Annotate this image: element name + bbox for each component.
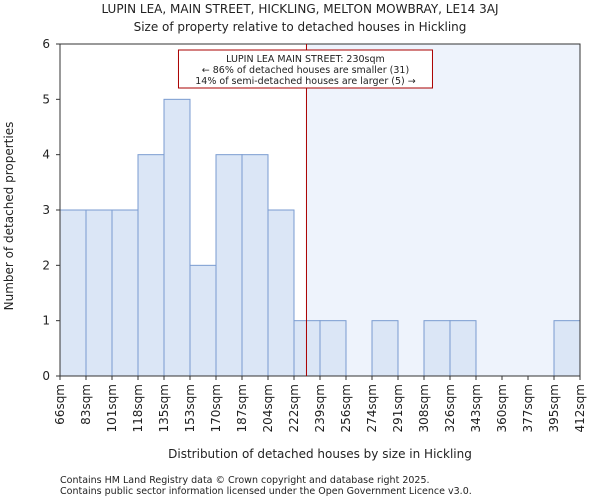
bar-308sqm: [423, 320, 451, 377]
x-tick-label-395sqm: 395sqm: [547, 384, 561, 432]
footer-line-1: Contains HM Land Registry data © Crown c…: [60, 475, 430, 486]
bar-153sqm: [189, 264, 217, 377]
y-tick-label-5: 5: [42, 92, 50, 106]
bar-274sqm: [371, 320, 399, 377]
x-tick-label-83sqm: 83sqm: [79, 384, 93, 425]
x-tick-label-135sqm: 135sqm: [157, 384, 171, 432]
bar-187sqm: [241, 154, 269, 377]
x-tick-label-291sqm: 291sqm: [391, 384, 405, 432]
chart-subtitle: Size of property relative to detached ho…: [134, 20, 467, 34]
bar-326sqm: [449, 320, 477, 377]
x-tick-label-343sqm: 343sqm: [469, 384, 483, 432]
plot-area: 0 1 2 3 4 5 6 66sqm 83sqm 101sqm 118sqm 135sqm 153sq…: [42, 37, 587, 432]
annotation-box: [177, 49, 433, 89]
x-tick-label-222sqm: 222sqm: [287, 384, 301, 432]
x-tick-label-204sqm: 204sqm: [261, 384, 275, 432]
bar-170sqm: [215, 154, 243, 377]
x-tick-label-360sqm: 360sqm: [495, 384, 509, 432]
y-tick-label-4: 4: [42, 148, 50, 162]
bar-222sqm: [293, 320, 321, 377]
x-tick-label-256sqm: 256sqm: [339, 384, 353, 432]
x-tick-label-274sqm: 274sqm: [365, 384, 379, 432]
chart-title: LUPIN LEA, MAIN STREET, HICKLING, MELTON…: [101, 2, 498, 16]
x-tick-label-326sqm: 326sqm: [443, 384, 457, 432]
y-tick-label-0: 0: [42, 369, 50, 383]
bar-204sqm: [267, 209, 295, 377]
annotation-line-3: 14% of semi-detached houses are larger (…: [195, 76, 415, 87]
x-tick-label-187sqm: 187sqm: [235, 384, 249, 432]
annotation-line-1: LUPIN LEA MAIN STREET: 230sqm: [226, 54, 385, 65]
y-tick-label-1: 1: [42, 314, 50, 328]
x-tick-label-239sqm: 239sqm: [313, 384, 327, 432]
bar-395sqm: [553, 320, 581, 377]
footer-line-2: Contains public sector information licen…: [60, 486, 472, 497]
y-tick-label-3: 3: [42, 203, 50, 217]
x-tick-label-377sqm: 377sqm: [521, 384, 535, 432]
annotation-line-2: ← 86% of detached houses are smaller (31…: [202, 65, 409, 76]
x-axis-label: Distribution of detached houses by size …: [168, 447, 472, 461]
x-tick-label-153sqm: 153sqm: [183, 384, 197, 432]
bar-135sqm: [163, 98, 191, 377]
x-tick-label-66sqm: 66sqm: [53, 384, 67, 425]
bar-83sqm: [85, 209, 113, 377]
x-tick-label-412sqm: 412sqm: [573, 384, 587, 432]
y-tick-label-6: 6: [42, 37, 50, 51]
bar-118sqm: [137, 154, 165, 377]
x-tick-label-101sqm: 101sqm: [105, 384, 119, 432]
x-tick-label-308sqm: 308sqm: [417, 384, 431, 432]
x-tick-label-118sqm: 118sqm: [131, 384, 145, 432]
y-tick-label-2: 2: [42, 258, 50, 272]
bar-101sqm: [111, 209, 139, 377]
bar-239sqm: [319, 320, 347, 377]
y-axis-label: Number of detached properties: [2, 122, 16, 311]
bar-66sqm: [59, 209, 87, 377]
x-tick-label-170sqm: 170sqm: [209, 384, 223, 432]
